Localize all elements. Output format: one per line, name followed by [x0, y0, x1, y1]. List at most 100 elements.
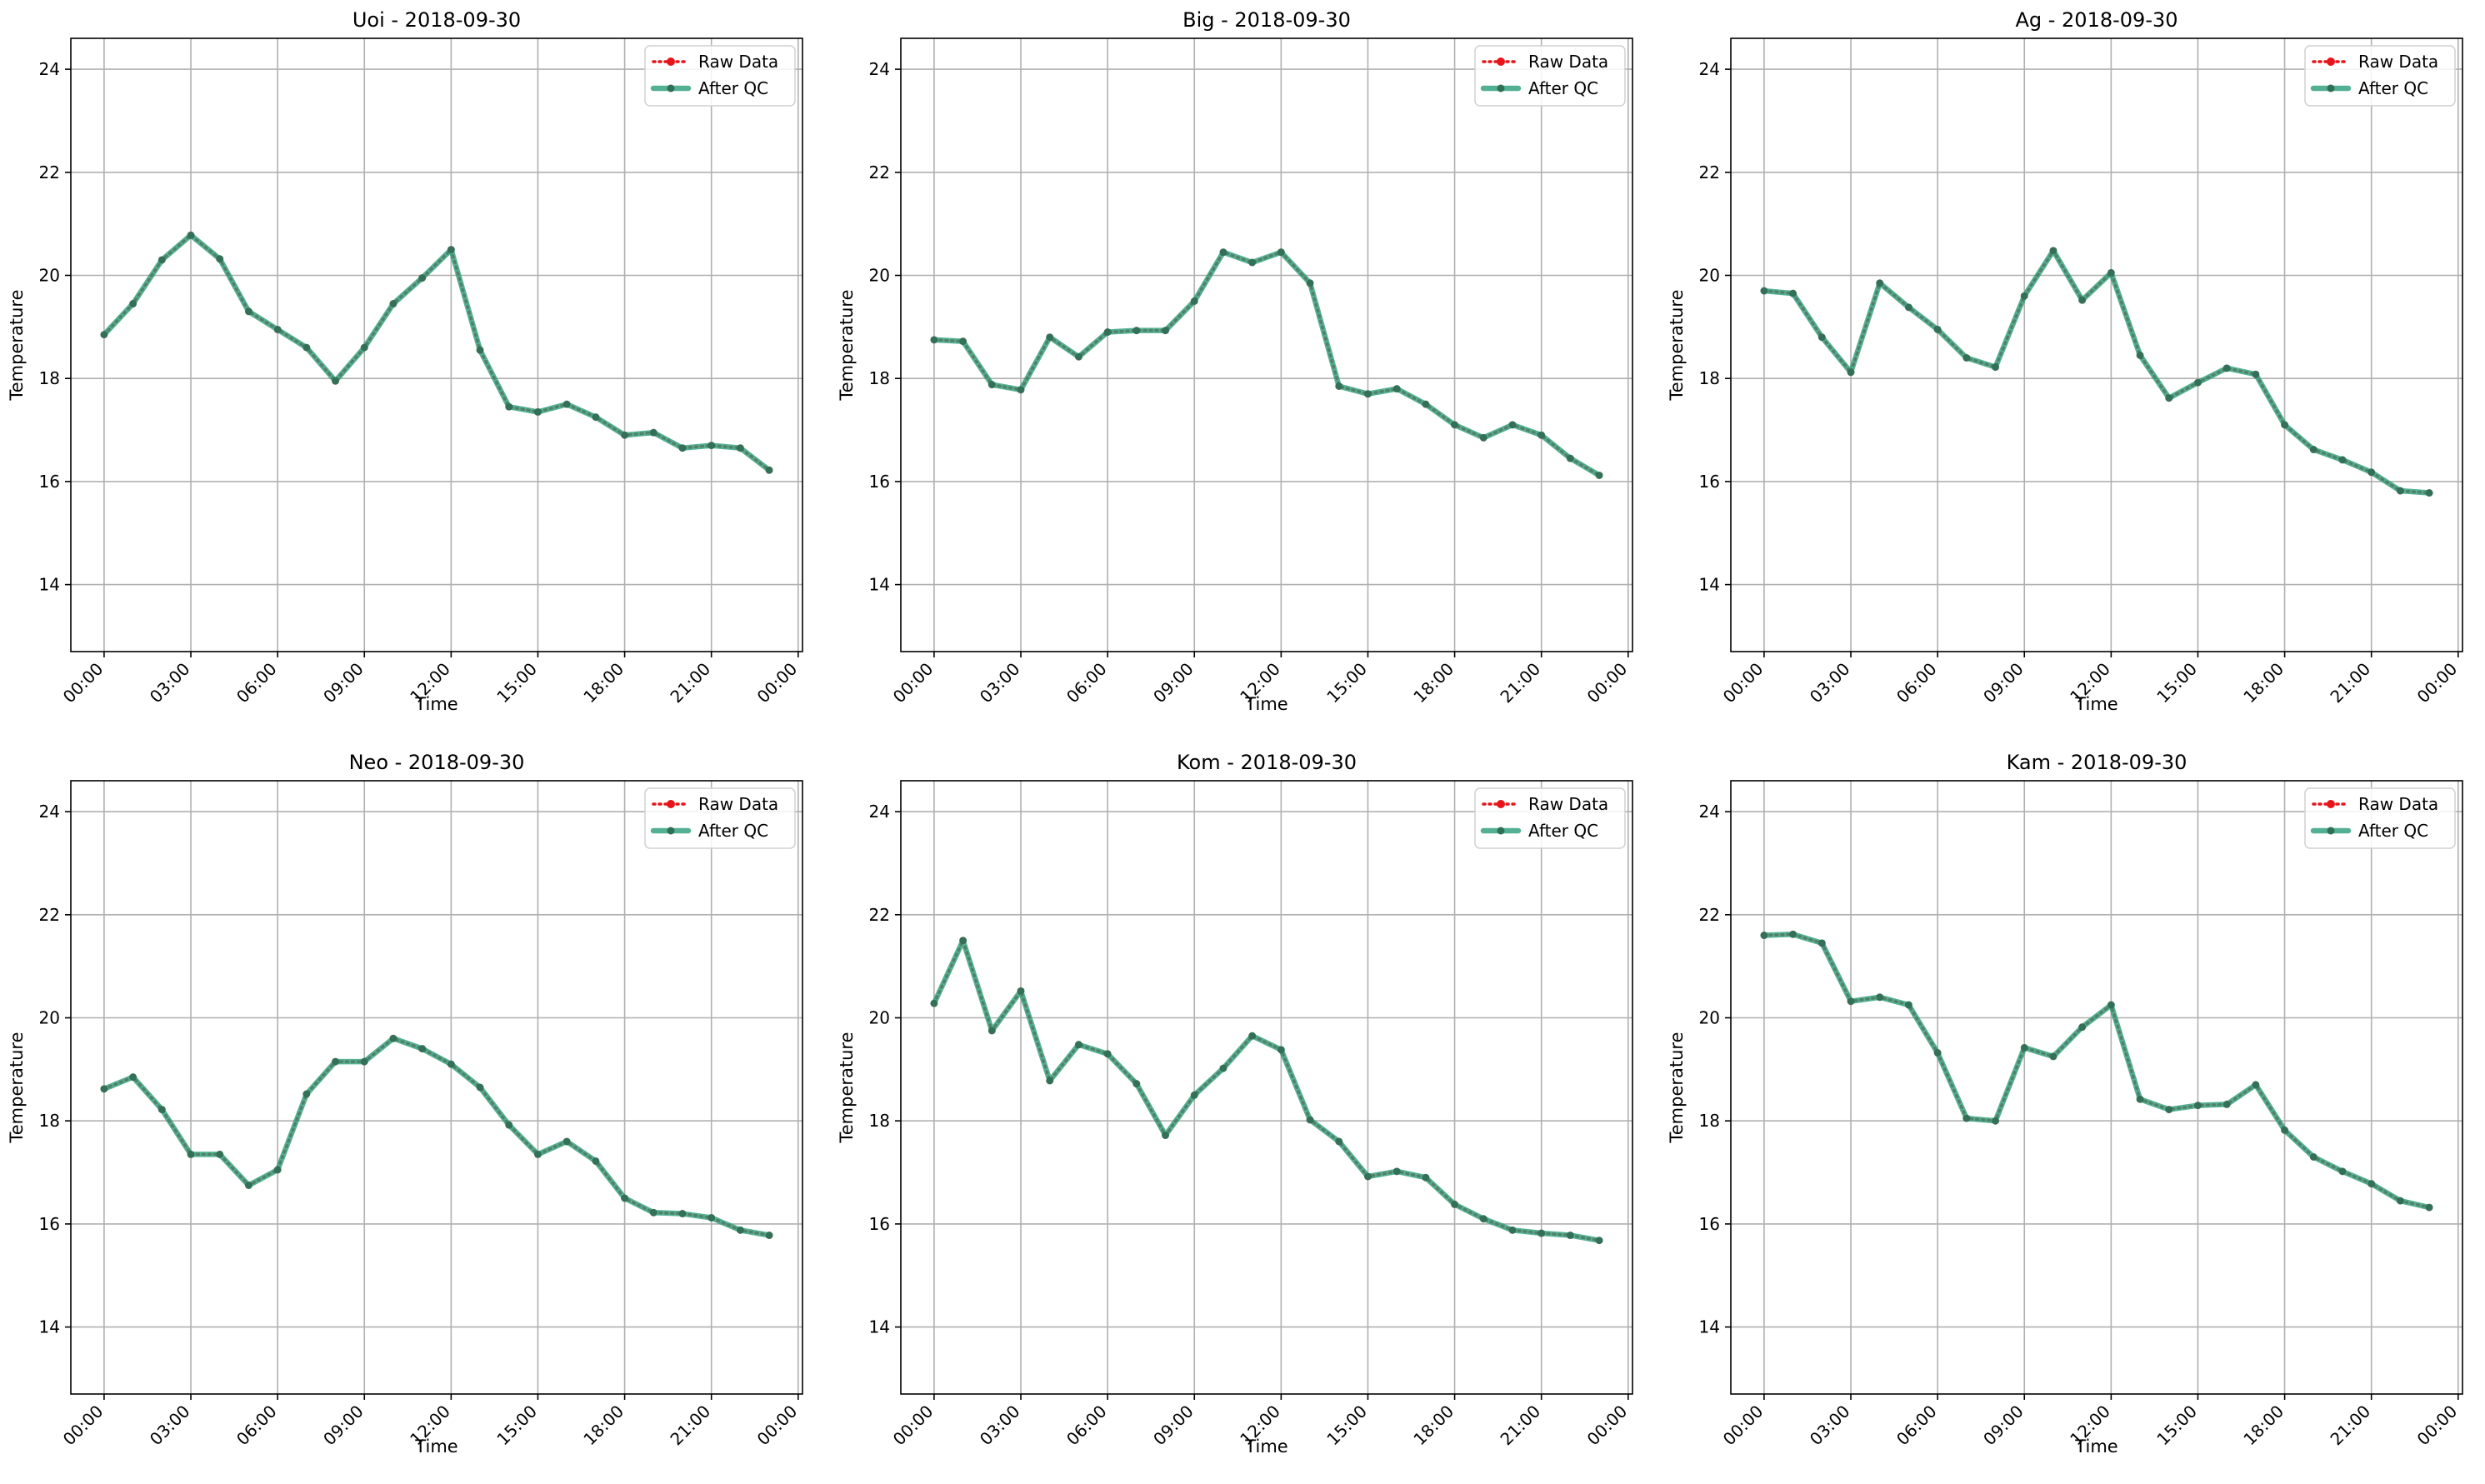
data-point-after-qc: [1363, 390, 1372, 398]
x-tick-label: 06:00: [1892, 1402, 1941, 1450]
data-point-after-qc: [2020, 292, 2028, 300]
data-point-after-qc: [2309, 446, 2318, 454]
legend-label: After QC: [698, 78, 768, 98]
y-tick-label: 22: [1699, 162, 1720, 182]
grid: [71, 38, 802, 652]
data-point-after-qc: [129, 1073, 138, 1082]
data-point-after-qc: [302, 1090, 311, 1098]
y-tick-label: 24: [1699, 59, 1720, 79]
legend-swatch-marker: [667, 57, 675, 66]
x-tick-label: 03:00: [976, 1402, 1024, 1450]
data-point-after-qc: [2049, 1052, 2058, 1061]
legend: Raw Data After QC: [644, 787, 796, 849]
data-point-after-qc: [2396, 487, 2404, 495]
data-point-after-qc: [2425, 1203, 2433, 1212]
y-axis-label: Temperature: [837, 1032, 857, 1143]
series-line-after-qc: [931, 249, 1602, 478]
legend-swatch-marker: [1497, 84, 1505, 92]
y-tick-label: 24: [39, 59, 60, 79]
data-point-after-qc: [765, 1232, 773, 1240]
x-tick-label: 15:00: [1322, 659, 1371, 707]
x-tick-label: 06:00: [232, 659, 281, 707]
data-point-after-qc: [592, 413, 600, 422]
data-point-after-qc: [1392, 385, 1401, 393]
chart-title: Ag - 2018-09-30: [2015, 8, 2178, 32]
data-point-after-qc: [1789, 289, 1798, 297]
data-point-after-qc: [1566, 1232, 1574, 1240]
x-axis-label: Time: [414, 1437, 458, 1457]
y-axis-label: Temperature: [837, 289, 857, 401]
y-tick-label: 18: [39, 368, 60, 388]
data-point-after-qc: [930, 999, 938, 1007]
data-point-after-qc: [959, 937, 968, 945]
data-point-after-qc: [244, 1182, 252, 1190]
data-point-after-qc: [505, 402, 513, 411]
grid: [901, 38, 1632, 652]
data-point-after-qc: [2338, 456, 2347, 464]
series-line-after-qc: [1761, 247, 2432, 496]
series-group: [100, 231, 773, 474]
y-tick-label: 14: [39, 1317, 60, 1337]
data-point-after-qc: [2222, 1100, 2231, 1108]
data-point-after-qc: [621, 1194, 629, 1202]
x-tick-label: 00:00: [753, 659, 802, 707]
legend-label: Raw Data: [698, 52, 778, 72]
data-point-after-qc: [736, 444, 744, 452]
data-point-after-qc: [1876, 279, 1884, 287]
data-point-after-qc: [1074, 352, 1082, 361]
data-point-after-qc: [187, 1150, 195, 1158]
data-point-after-qc: [1847, 997, 1855, 1006]
subplot-6: 00:00 03:00 06:00 09:00 12:00 15:00 18:00 21:00…: [1667, 751, 2463, 1457]
chart-title: Kam - 2018-09-30: [2007, 751, 2188, 774]
series-line-raw-data: [932, 938, 1601, 1242]
data-point-after-qc: [1422, 1173, 1430, 1182]
data-point-after-qc: [1162, 327, 1170, 335]
series-line-after-qc: [101, 1035, 772, 1238]
legend-swatch-marker: [1497, 57, 1505, 66]
y-axis-label: Temperature: [1667, 1032, 1687, 1143]
legend: Raw Data After QC: [2304, 45, 2456, 107]
legend-swatch-marker: [667, 800, 675, 808]
legend-swatch-marker: [667, 84, 675, 92]
data-point-after-qc: [1847, 368, 1855, 377]
y-tick-label: 14: [869, 575, 890, 595]
data-point-after-qc: [216, 255, 224, 263]
data-point-after-qc: [273, 325, 282, 333]
x-tick-label: 00:00: [889, 1402, 938, 1450]
data-point-after-qc: [273, 1166, 282, 1174]
data-point-after-qc: [216, 1150, 224, 1158]
legend-label: Raw Data: [2358, 52, 2438, 72]
data-point-after-qc: [2107, 268, 2115, 277]
subplot-1: 00:00 03:00 06:00 09:00 12:00 15:00 18:00 21:00…: [7, 8, 803, 714]
x-tick-label: 15:00: [492, 1402, 541, 1450]
series-line-raw-data: [102, 233, 771, 472]
x-tick-label: 09:00: [319, 1402, 368, 1450]
x-axis-label: Time: [1244, 1437, 1288, 1457]
x-tick-label: 21:00: [666, 1402, 714, 1450]
legend-label: After QC: [2358, 821, 2428, 841]
y-tick-label: 20: [39, 1008, 60, 1028]
data-point-after-qc: [1335, 1137, 1343, 1146]
y-tick-label: 22: [39, 905, 60, 925]
data-point-after-qc: [447, 246, 455, 254]
x-tick-label: 18:00: [1409, 1402, 1458, 1450]
data-point-after-qc: [649, 428, 658, 437]
x-tick-label: 00:00: [1583, 1402, 1632, 1450]
data-point-after-qc: [2193, 1102, 2202, 1110]
x-tick-label: 21:00: [1496, 659, 1544, 707]
data-point-after-qc: [2193, 378, 2202, 387]
data-point-after-qc: [1422, 400, 1430, 408]
legend-swatch-marker: [2327, 800, 2335, 808]
x-tick-label: 00:00: [2413, 1402, 2462, 1450]
x-tick-label: 15:00: [2152, 659, 2201, 707]
legend-label: After QC: [2358, 78, 2428, 98]
x-tick-label: 15:00: [492, 659, 541, 707]
y-tick-label: 18: [869, 368, 890, 388]
y-tick-label: 18: [39, 1111, 60, 1131]
x-tick-label: 00:00: [59, 659, 108, 707]
data-point-after-qc: [2309, 1152, 2318, 1161]
data-point-after-qc: [1760, 287, 1768, 295]
x-axis-label: Time: [2074, 694, 2118, 714]
data-point-after-qc: [678, 1210, 687, 1218]
